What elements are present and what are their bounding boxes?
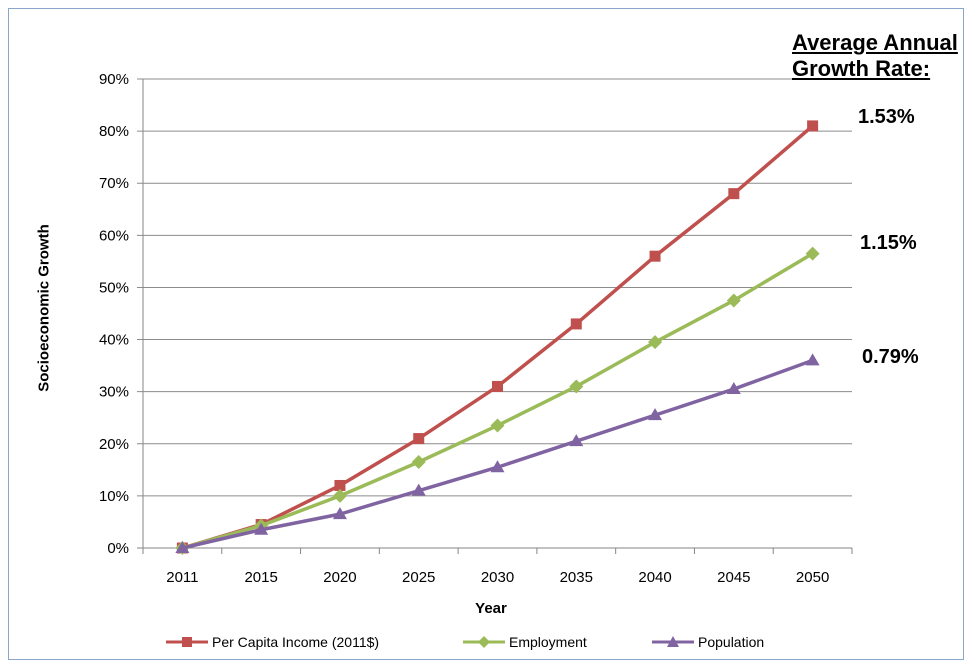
y-tick-label: 0% <box>107 540 129 557</box>
legend-label-income: Per Capita Income (2011$) <box>212 634 380 650</box>
legend-marker-square-icon <box>166 637 208 647</box>
data-point <box>254 522 269 535</box>
data-point <box>411 455 426 470</box>
data-point <box>648 408 663 421</box>
data-point <box>728 188 740 200</box>
employment-growth-rate: 1.15% <box>860 232 917 254</box>
data-point <box>570 318 582 330</box>
x-tick-label: 2011 <box>166 569 198 586</box>
series-line-0 <box>181 124 814 550</box>
data-point <box>411 483 426 496</box>
data-point <box>175 541 190 553</box>
y-tick-label: 90% <box>99 71 129 88</box>
y-tick-label: 10% <box>99 488 129 505</box>
x-tick-label: 2030 <box>481 569 514 586</box>
growth-rate-heading: Average Annual Growth Rate: <box>792 30 958 82</box>
data-point <box>569 434 584 447</box>
x-tick-label: 2035 <box>560 569 593 586</box>
y-tick-label: 80% <box>99 123 129 140</box>
data-point <box>726 293 741 308</box>
x-axis-title: Year <box>475 600 507 617</box>
chart-frame <box>8 8 964 660</box>
legend-item-population: Population <box>652 631 764 653</box>
y-tick-label: 50% <box>99 279 129 296</box>
growth-rate-heading-line1: Average Annual <box>792 30 958 55</box>
x-tick-label: 2050 <box>796 569 829 586</box>
legend: Per Capita Income (2011$) Employment Pop… <box>0 631 974 653</box>
data-point <box>805 246 820 261</box>
legend-marker-triangle-icon <box>652 636 694 647</box>
growth-rate-heading-line2: Growth Rate: <box>792 56 931 81</box>
data-point <box>490 460 505 473</box>
data-point <box>332 507 347 520</box>
data-point <box>807 120 819 132</box>
x-tick-label: 2020 <box>323 569 356 586</box>
y-tick-label: 70% <box>99 175 129 192</box>
data-point <box>648 335 663 350</box>
data-point <box>726 382 741 395</box>
legend-label-employment: Employment <box>509 634 587 650</box>
data-point <box>569 379 584 394</box>
data-point <box>334 479 346 491</box>
y-tick-label: 20% <box>99 436 129 453</box>
income-growth-rate: 1.53% <box>858 106 915 128</box>
x-tick-label: 2015 <box>244 569 277 586</box>
legend-item-employment: Employment <box>463 631 587 653</box>
x-tick-label: 2040 <box>638 569 671 586</box>
population-growth-rate: 0.79% <box>862 346 919 368</box>
x-tick-label: 2025 <box>402 569 435 586</box>
legend-marker-diamond-icon <box>463 636 505 648</box>
legend-item-income: Per Capita Income (2011$) <box>166 631 379 653</box>
y-tick-label: 40% <box>99 332 129 349</box>
y-axis-title: Socioeconomic Growth <box>35 224 53 392</box>
y-tick-label: 60% <box>99 227 129 244</box>
y-tick-label: 30% <box>99 384 129 401</box>
data-point <box>805 353 820 366</box>
series-line-1 <box>181 252 814 550</box>
data-point <box>649 250 661 262</box>
data-point <box>332 488 347 503</box>
data-point <box>492 380 503 392</box>
legend-label-population: Population <box>698 634 765 650</box>
x-tick-label: 2045 <box>717 569 750 586</box>
data-point <box>490 418 505 433</box>
data-point <box>413 433 425 445</box>
